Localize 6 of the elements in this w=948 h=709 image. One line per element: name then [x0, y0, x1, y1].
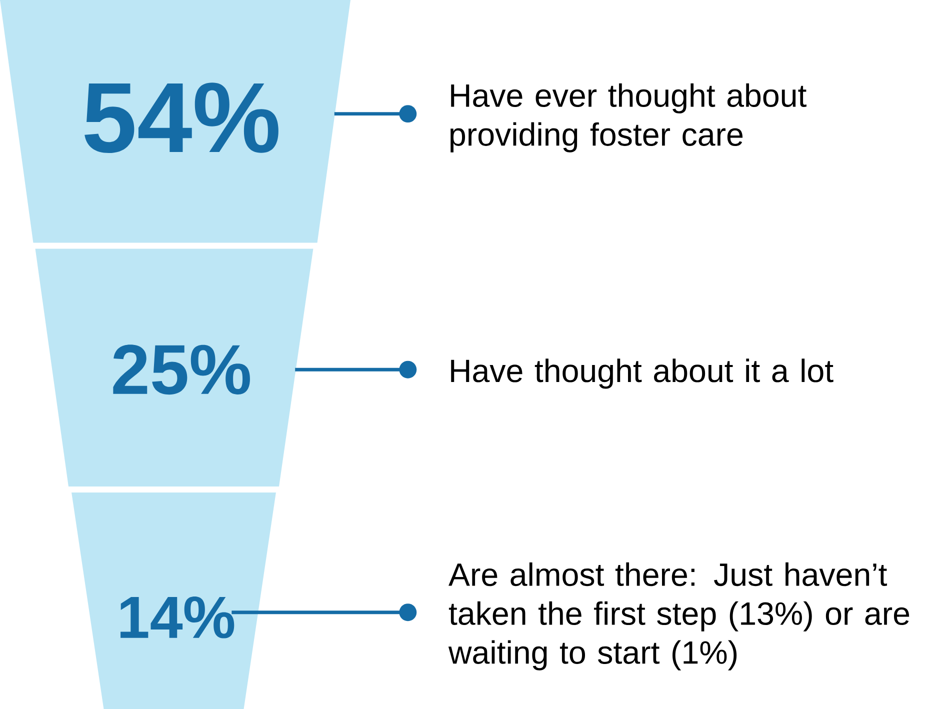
category-label: Are almost there: Just haven’t taken the first step (13%) or are waiting to start (1%): [448, 562, 910, 670]
data-label: 54%: [84, 82, 278, 153]
category-label: Have ever thought about providing foster care: [450, 83, 806, 152]
data-label: 14%: [120, 596, 234, 638]
data-label: 25%: [113, 344, 250, 395]
category-label: Have thought about it a lot: [451, 358, 834, 389]
